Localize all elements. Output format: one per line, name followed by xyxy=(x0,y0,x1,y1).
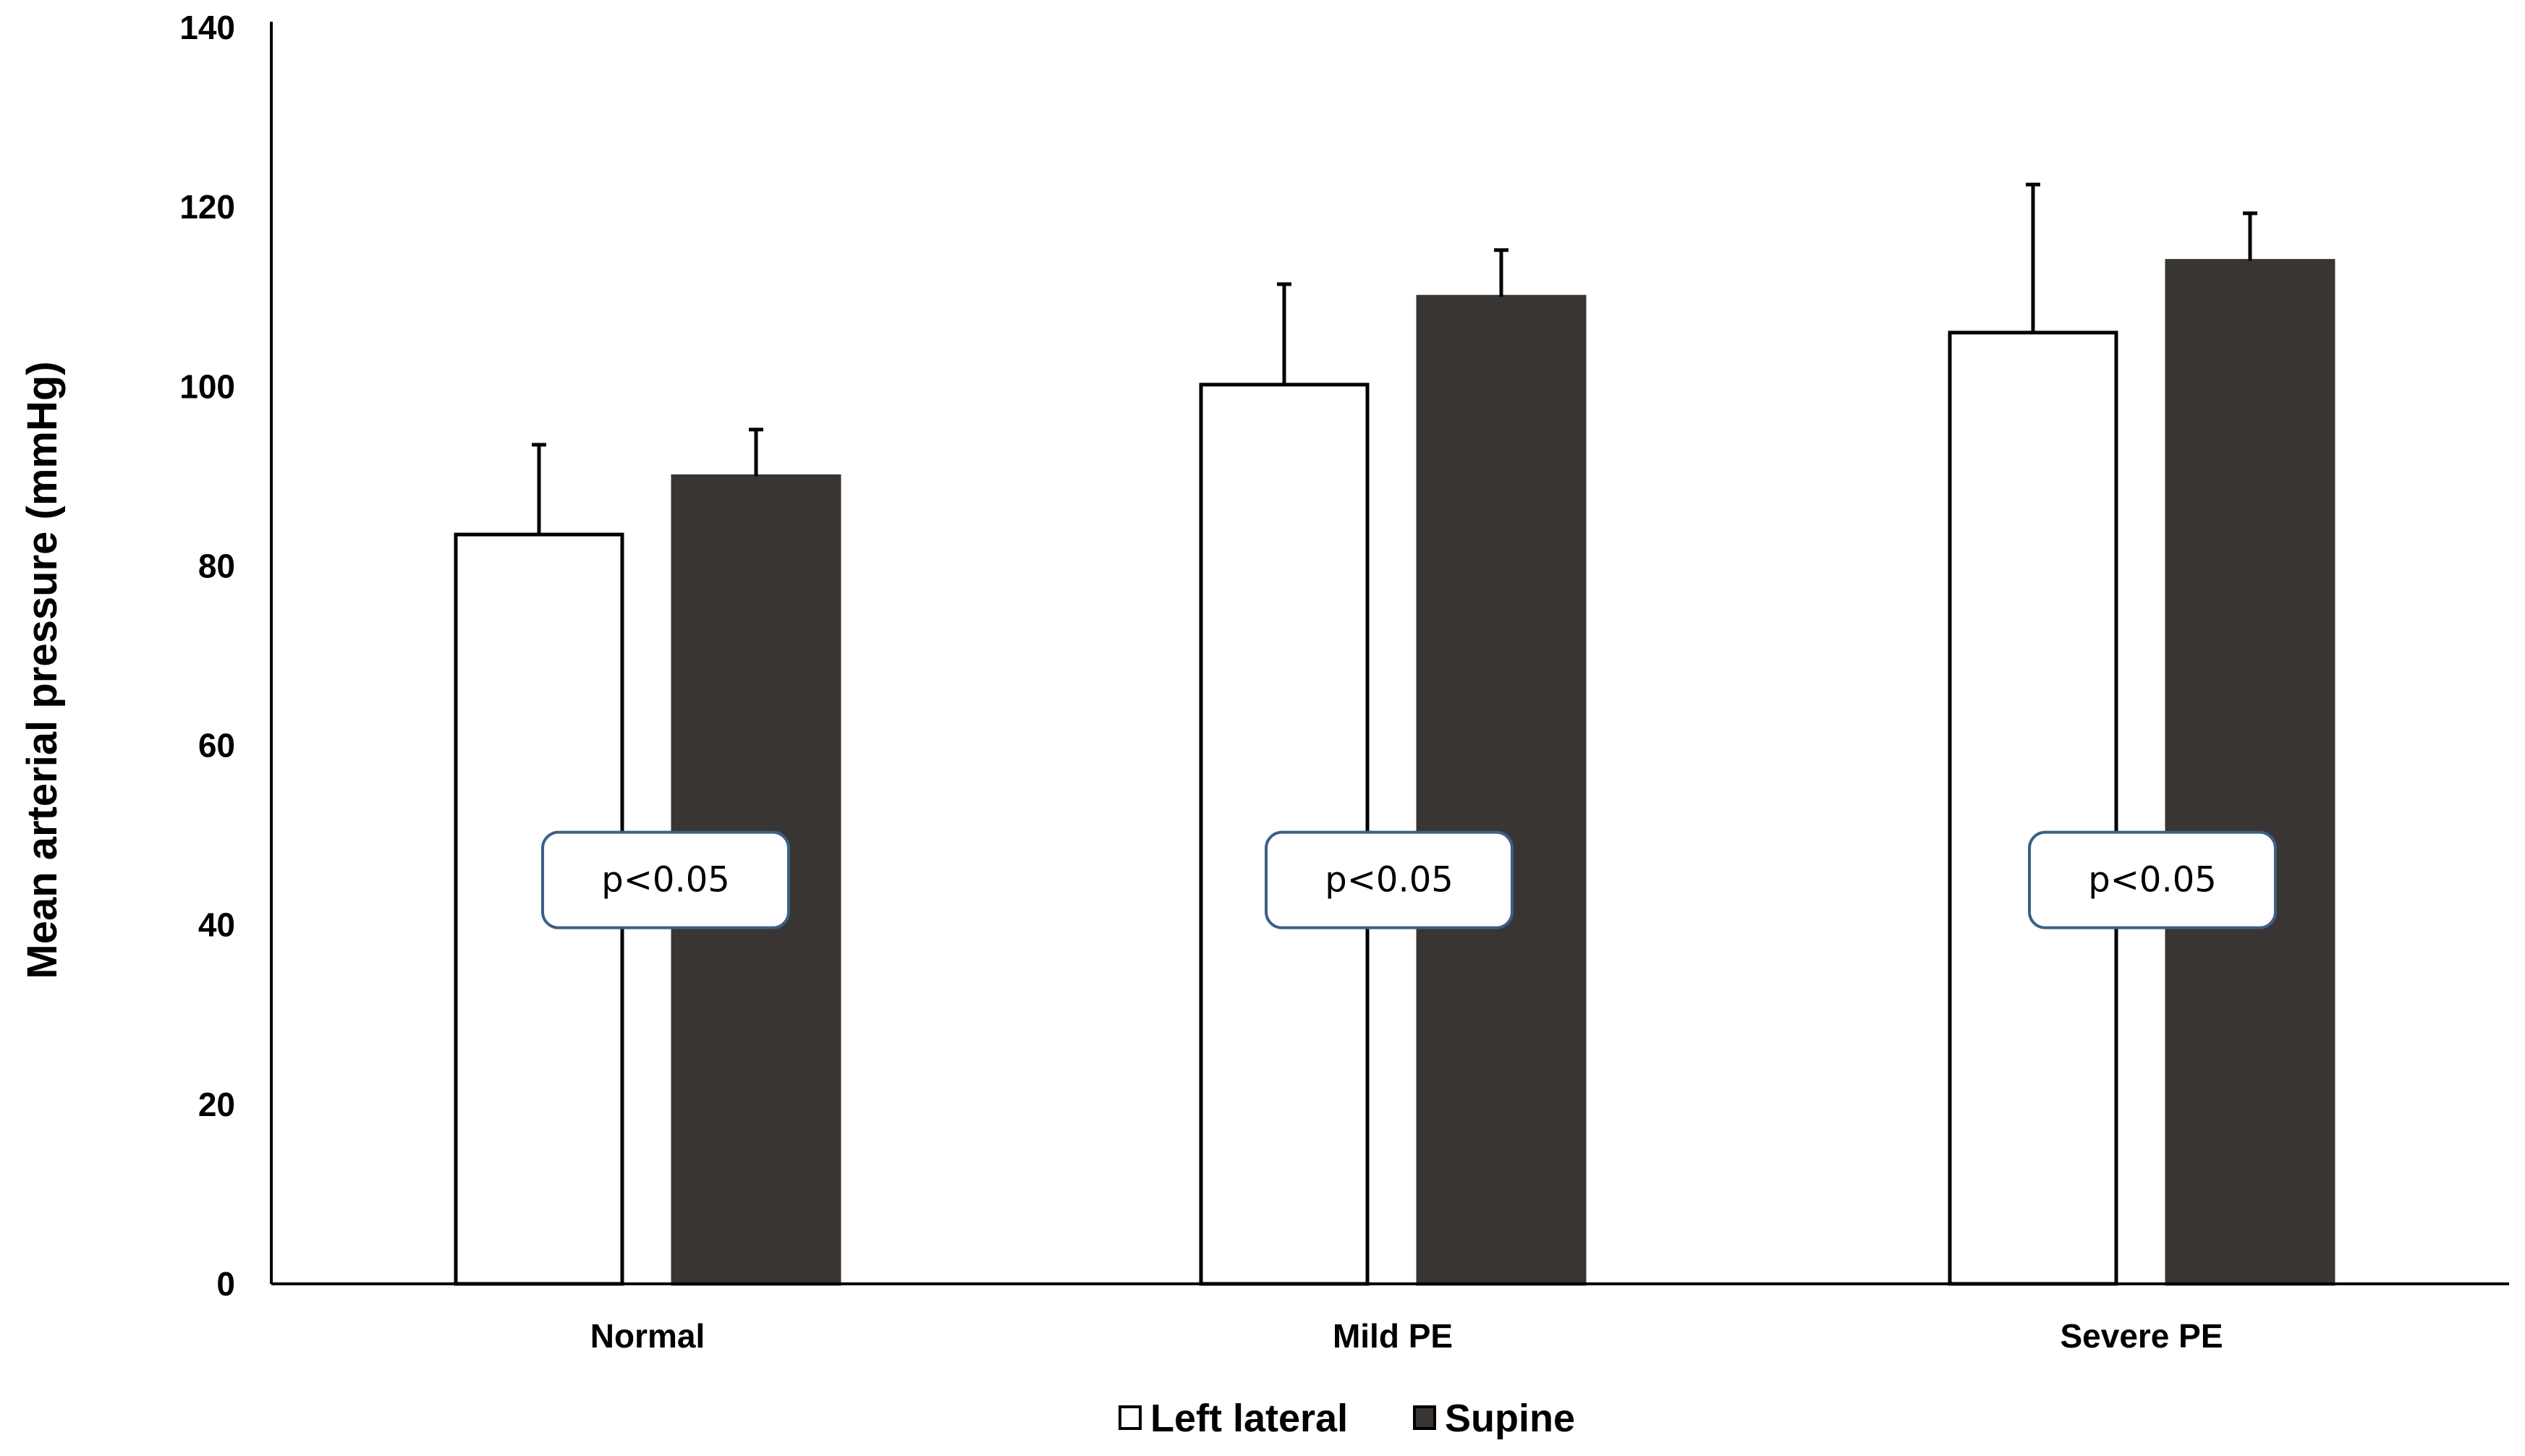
bars xyxy=(454,182,2335,1286)
y-tick-label: 100 xyxy=(179,367,235,405)
y-tick-label: 20 xyxy=(198,1086,235,1123)
bar-supine xyxy=(2165,259,2335,1286)
y-tick-label: 140 xyxy=(179,9,235,46)
annotation-box xyxy=(1265,830,1514,929)
x-tick-label: Mild PE xyxy=(1333,1317,1453,1355)
legend-swatch-supine xyxy=(1413,1405,1436,1430)
y-tick-label: 120 xyxy=(179,188,235,226)
y-axis-ticks: 0 20 40 60 80 100 120 140 xyxy=(179,9,235,1303)
legend-label: Left lateral xyxy=(1150,1397,1348,1440)
annotation-text: p<0.05 xyxy=(601,860,730,901)
legend-swatch-left-lateral xyxy=(1119,1405,1142,1430)
y-tick-label: 60 xyxy=(198,727,235,765)
legend-label: Supine xyxy=(1445,1397,1575,1440)
y-axis-title: Mean arterial pressure (mmHg) xyxy=(19,361,66,979)
bar-supine xyxy=(1416,294,1587,1286)
y-tick-label: 0 xyxy=(216,1265,235,1303)
axes xyxy=(270,22,2509,1285)
x-tick-label: Normal xyxy=(590,1317,705,1355)
annotation-text: p<0.05 xyxy=(1325,860,1454,901)
x-tick-label: Severe PE xyxy=(2060,1317,2223,1355)
y-axis-title-group: Mean arterial pressure (mmHg) xyxy=(19,361,66,979)
annotation-text: p<0.05 xyxy=(2088,860,2217,901)
annotations: p<0.05 p<0.05 p<0.05 xyxy=(541,830,2277,929)
annotation-box xyxy=(2028,830,2277,929)
bar-left-lateral xyxy=(1948,331,2118,1286)
y-tick-label: 80 xyxy=(198,547,235,584)
x-axis-ticks: Normal Mild PE Severe PE xyxy=(590,1317,2223,1355)
annotation-box xyxy=(541,830,790,929)
y-tick-label: 40 xyxy=(198,906,235,944)
legend: Left lateral Supine xyxy=(1119,1397,1575,1440)
